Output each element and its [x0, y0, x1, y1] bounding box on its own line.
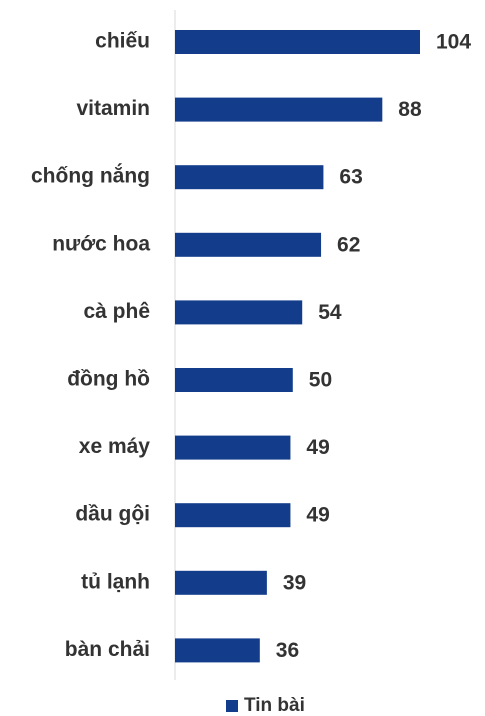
value-label: 88: [398, 98, 422, 121]
value-label: 62: [337, 233, 360, 256]
category-label: xe máy: [79, 435, 151, 458]
legend-text: Tin bài: [244, 695, 305, 716]
category-label: vitamin: [76, 97, 150, 120]
bar: [175, 97, 383, 122]
value-label: 36: [276, 639, 299, 662]
bar: [175, 232, 322, 257]
bar: [175, 300, 303, 325]
value-label: 49: [306, 504, 329, 527]
category-label: nước hoa: [52, 232, 150, 255]
value-label: 39: [283, 571, 306, 594]
category-label: cà phê: [83, 300, 150, 323]
category-label: chống nắng: [31, 164, 150, 188]
category-label: đồng hồ: [67, 368, 150, 391]
category-label: chiếu: [95, 30, 150, 53]
category-label: dầu gội: [75, 503, 150, 526]
value-label: 50: [309, 369, 332, 392]
value-label: 63: [339, 166, 362, 189]
value-label: 104: [436, 31, 471, 54]
value-label: 54: [318, 301, 342, 324]
value-label: 49: [306, 436, 329, 459]
category-label: tủ lạnh: [81, 570, 150, 593]
bar: [175, 30, 420, 54]
bar: [175, 570, 267, 595]
bar: [175, 165, 324, 190]
bar: [175, 503, 291, 528]
legend-swatch: [226, 700, 238, 712]
bar: [175, 435, 291, 460]
bar: [175, 638, 260, 663]
category-label: bàn chải: [65, 638, 150, 661]
bar: [175, 368, 293, 392]
